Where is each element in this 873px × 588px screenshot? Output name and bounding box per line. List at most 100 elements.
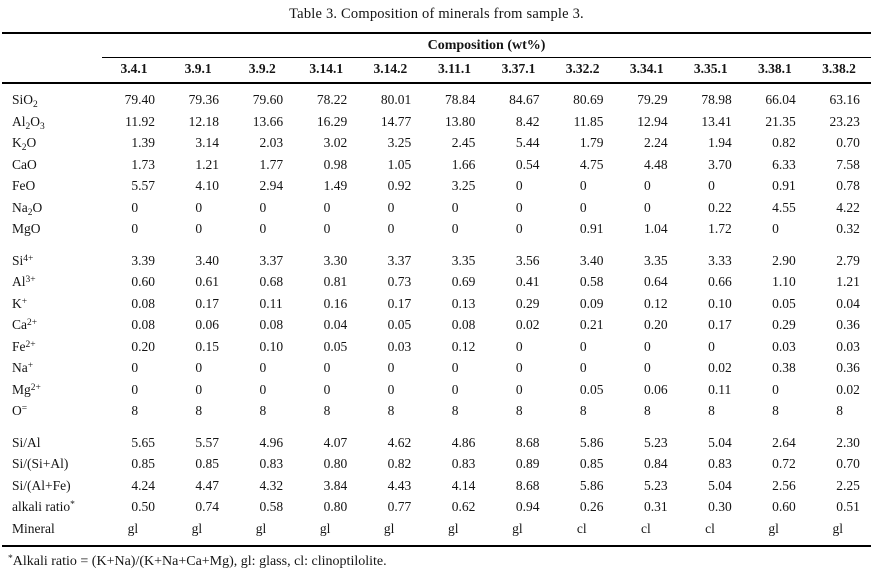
table-cell: 1.77	[259, 156, 284, 172]
table-cell: 0	[323, 381, 331, 397]
table-cell: 0.02	[708, 360, 732, 375]
row-label: K+	[12, 295, 28, 311]
table-cell: 0.08	[131, 317, 155, 332]
table-cell: 0	[644, 338, 651, 354]
table-cell: 1.21	[836, 274, 860, 289]
table-row: Na2O 0 0 0 0 0 0 0 0 0 0.22 4.55 4.22	[2, 197, 871, 219]
table-cell: 8	[131, 403, 139, 418]
table-cell: 4.24	[131, 477, 155, 493]
table-cell: 1.05	[387, 156, 412, 172]
table-cell: 0.73	[387, 274, 412, 289]
table-cell: 63.16	[829, 92, 860, 107]
table-row: MgO 0 0 0 0 0 0 0 0.91 1.04 1.72 0 0.32	[2, 218, 871, 240]
row-label: Al2O3	[12, 113, 45, 132]
row-label: alkali ratio*	[12, 499, 75, 514]
table-row: Mg2+ 0 0 0 0 0 0 0 0.05 0.06 0.11 0 0.02	[2, 379, 871, 401]
table-caption: Table 3. Composition of minerals from sa…	[289, 6, 584, 22]
table-cell: gl	[447, 520, 459, 536]
column-header: 3.4.1	[120, 61, 148, 76]
table-cell: 3.37	[387, 252, 412, 268]
column-header: 3.11.1	[437, 61, 471, 76]
table-cell: 5.44	[515, 135, 540, 150]
row-label: K2O	[12, 135, 37, 153]
table-cell: 0.26	[579, 499, 604, 514]
row-label: FeO	[12, 178, 36, 193]
table-cell: 5.57	[195, 434, 220, 450]
table-cell: 0.85	[131, 456, 155, 471]
table-cell: 4.10	[195, 178, 220, 193]
table-cell: 0.30	[708, 499, 732, 514]
table-cell: 8	[708, 403, 715, 418]
table-row: Na+ 0 0 0 0 0 0 0 0 0 0.02 0.38 0.36	[2, 357, 871, 379]
table-cell: 0.58	[259, 499, 284, 514]
column-header: 3.32.2	[565, 61, 600, 76]
row-label: Na+	[12, 360, 34, 375]
table-cell: 0.51	[836, 499, 860, 514]
table-cell: 3.70	[708, 156, 732, 172]
table-cell: 8.68	[515, 477, 540, 493]
table-cell: 16.29	[316, 113, 348, 129]
table-cell: 0	[451, 199, 459, 215]
table-cell: 6.33	[772, 156, 796, 172]
table-cell: 79.40	[124, 92, 155, 107]
table-cell: 0.85	[195, 456, 220, 471]
table-cell: 4.32	[259, 477, 284, 493]
table-cell: 0	[387, 360, 395, 375]
table-cell: 0	[772, 381, 779, 397]
table-cell: 0.05	[387, 317, 412, 332]
table-cell: 3.37	[259, 252, 284, 268]
table-cell: 0	[644, 178, 651, 193]
table-cell: 0.82	[772, 135, 796, 150]
table-cell: 0.12	[644, 295, 668, 311]
table-cell: 3.02	[323, 135, 348, 150]
table-cell: 4.75	[579, 156, 604, 172]
table-cell: 0.50	[131, 499, 155, 514]
table-cell: 1.94	[708, 135, 732, 150]
table-cell: 5.04	[708, 477, 732, 493]
table-cell: 0	[131, 221, 139, 236]
table-cell: cl	[641, 520, 651, 536]
table-cell: 0.10	[259, 338, 284, 354]
table-cell: 4.14	[451, 477, 476, 493]
table-cell: 8	[387, 403, 395, 418]
table-cell: 0.81	[323, 274, 348, 289]
column-header: 3.37.1	[501, 61, 536, 76]
table-cell: 0	[259, 360, 267, 375]
table-cell: gl	[512, 520, 523, 536]
table-cell: 0	[772, 221, 779, 236]
table-cell: 0.03	[772, 338, 796, 354]
row-label: MgO	[12, 221, 41, 236]
column-header: 3.9.2	[248, 61, 276, 76]
table-cell: 0	[323, 360, 331, 375]
table-cell: gl	[255, 520, 267, 536]
table-cell: 0.31	[644, 499, 668, 514]
table-cell: 5.86	[579, 477, 604, 493]
table-row: O= 8 8 8 8 8 8 8 8 8 8 8 8	[2, 400, 871, 422]
table-cell: 0	[195, 381, 203, 397]
group-header-label: Composition (wt%)	[427, 38, 546, 53]
table-cell: 0.29	[772, 317, 796, 332]
table-cell: 21.35	[765, 113, 796, 129]
table-cell: 78.84	[445, 92, 476, 107]
table-cell: gl	[383, 520, 395, 536]
table-cell: 0.91	[579, 221, 604, 236]
column-header: 3.38.2	[822, 61, 856, 76]
table-cell: 0.17	[195, 295, 220, 311]
table-cell: 0.20	[131, 338, 155, 354]
table-cell: 0	[644, 199, 651, 215]
row-label: Al3+	[12, 274, 36, 289]
table-cell: 2.30	[836, 434, 860, 450]
table-cell: 3.35	[451, 252, 476, 268]
column-header: 3.38.1	[757, 61, 792, 76]
table-cell: 0	[195, 199, 203, 215]
table-cell: 2.24	[644, 135, 668, 150]
table-cell: 0.05	[772, 295, 796, 311]
table-cell: 0	[451, 360, 459, 375]
table-section-ratios: Si/Al 5.65 5.57 4.96 4.07 4.62 4.86 8.68 5.86 5.2…	[2, 432, 871, 540]
table-cell: 11.85	[573, 113, 604, 129]
bottom-rule	[2, 545, 871, 547]
table-cell: 0.36	[836, 317, 860, 332]
table-cell: 0	[195, 221, 203, 236]
table-cell: 0.72	[772, 456, 796, 471]
